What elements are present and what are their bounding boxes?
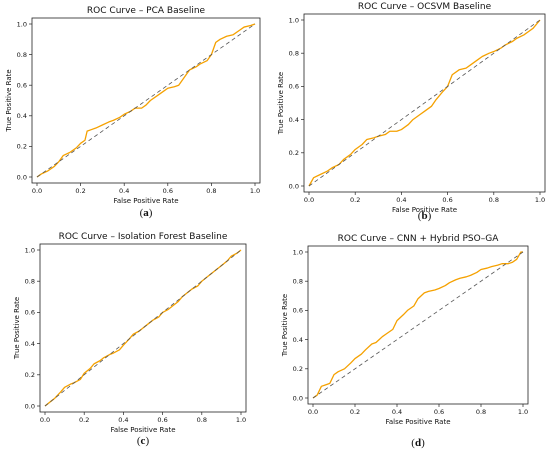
- x-tick-label: 1.0: [250, 187, 260, 195]
- y-tick-label: 0.0: [293, 394, 303, 402]
- x-tick-label: 0.8: [206, 187, 216, 195]
- roc-curve-line: [308, 19, 541, 187]
- chart-title: ROC Curve – OCSVM Baseline: [358, 2, 492, 12]
- y-tick-label: 0.6: [17, 82, 27, 90]
- y-tick-label: 1.0: [17, 20, 27, 28]
- x-tick-label: 0.6: [442, 196, 452, 204]
- panel-caption: (c): [137, 435, 150, 447]
- x-axis-label: False Positive Rate: [110, 426, 175, 434]
- axes-frame: [303, 13, 546, 193]
- panel-caption: (b): [418, 210, 432, 222]
- x-tick-label: 0.0: [32, 187, 42, 195]
- y-tick-label: 0.8: [289, 50, 299, 58]
- x-axis-label: False Positive Rate: [392, 206, 457, 214]
- x-axis-label: False Positive Rate: [385, 418, 450, 426]
- y-tick-label: 1.0: [289, 16, 299, 24]
- axes-frame: [31, 17, 261, 184]
- roc-panel-b: ROC Curve – OCSVM Baseline 0.0 0.2 0.4 0.6 0.…: [277, 2, 546, 222]
- chart-title: ROC Curve – Isolation Forest Baseline: [59, 232, 228, 242]
- panel-caption: (a): [140, 207, 153, 219]
- y-tick-label: 0.6: [289, 83, 299, 91]
- y-tick-label: 0.4: [289, 116, 299, 124]
- roc-curve-line: [312, 251, 523, 399]
- y-tick-label: 0.4: [17, 112, 27, 120]
- x-tick-label: 0.2: [350, 408, 360, 416]
- x-axis-label: False Positive Rate: [113, 197, 178, 205]
- x-tick-label: 0.4: [119, 187, 129, 195]
- chance-diagonal-line: [36, 23, 256, 178]
- x-tick-label: 0.6: [434, 408, 444, 416]
- x-tick-label: 0.0: [40, 416, 50, 424]
- x-tick-label: 0.0: [304, 196, 314, 204]
- y-tick-label: 0.2: [289, 149, 299, 157]
- x-tick-label: 0.2: [350, 196, 360, 204]
- y-tick-label: 1.0: [293, 248, 303, 256]
- x-tick-label: 0.8: [476, 408, 486, 416]
- y-axis-label: True Positive Rate: [5, 69, 13, 132]
- y-tick-label: 0.6: [293, 307, 303, 315]
- y-tick-label: 0.2: [25, 371, 35, 379]
- roc-panel-d: ROC Curve – CNN + Hybrid PSO–GA 0.0 0.2 0.4…: [281, 234, 529, 449]
- x-tick-label: 0.4: [118, 416, 128, 424]
- x-tick-label: 0.0: [308, 408, 318, 416]
- x-tick-label: 0.8: [489, 196, 499, 204]
- roc-curve-line: [36, 23, 256, 178]
- x-tick-label: 1.0: [518, 408, 528, 416]
- y-axis-label: True Positive Rate: [13, 297, 21, 360]
- axes-frame: [39, 243, 247, 413]
- x-tick-label: 1.0: [236, 416, 246, 424]
- y-tick-label: 0.0: [289, 182, 299, 190]
- y-tick-label: 0.4: [293, 336, 303, 344]
- y-axis-label: True Positive Rate: [277, 72, 285, 135]
- y-tick-label: 0.2: [293, 365, 303, 373]
- y-tick-label: 0.2: [17, 143, 27, 151]
- x-tick-label: 0.6: [157, 416, 167, 424]
- roc-panel-a: ROC Curve – PCA Baseline 0.0 0.2 0.4 0.6 0.8 1…: [5, 6, 261, 219]
- chart-title: ROC Curve – CNN + Hybrid PSO–GA: [338, 234, 500, 244]
- y-tick-label: 0.6: [25, 309, 35, 317]
- roc-curve-line: [44, 249, 242, 407]
- chart-title: ROC Curve – PCA Baseline: [87, 6, 206, 16]
- chance-diagonal-line: [308, 19, 541, 187]
- x-tick-label: 1.0: [535, 196, 545, 204]
- y-axis-label: True Positive Rate: [281, 294, 289, 357]
- x-tick-label: 0.2: [75, 187, 85, 195]
- roc-panel-c: ROC Curve – Isolation Forest Baseline 0.0…: [13, 232, 247, 447]
- x-tick-label: 0.8: [197, 416, 207, 424]
- x-tick-label: 0.2: [79, 416, 89, 424]
- y-tick-label: 1.0: [25, 246, 35, 254]
- y-tick-label: 0.0: [25, 402, 35, 410]
- y-tick-label: 0.4: [25, 340, 35, 348]
- x-tick-label: 0.4: [392, 408, 402, 416]
- y-tick-label: 0.8: [17, 51, 27, 59]
- x-tick-label: 0.6: [163, 187, 173, 195]
- y-tick-label: 0.8: [25, 278, 35, 286]
- chance-diagonal-line: [312, 251, 524, 399]
- panel-caption: (d): [411, 437, 425, 449]
- y-tick-label: 0.0: [17, 173, 27, 181]
- y-tick-label: 0.8: [293, 278, 303, 286]
- x-tick-label: 0.4: [396, 196, 406, 204]
- axes-frame: [307, 245, 529, 405]
